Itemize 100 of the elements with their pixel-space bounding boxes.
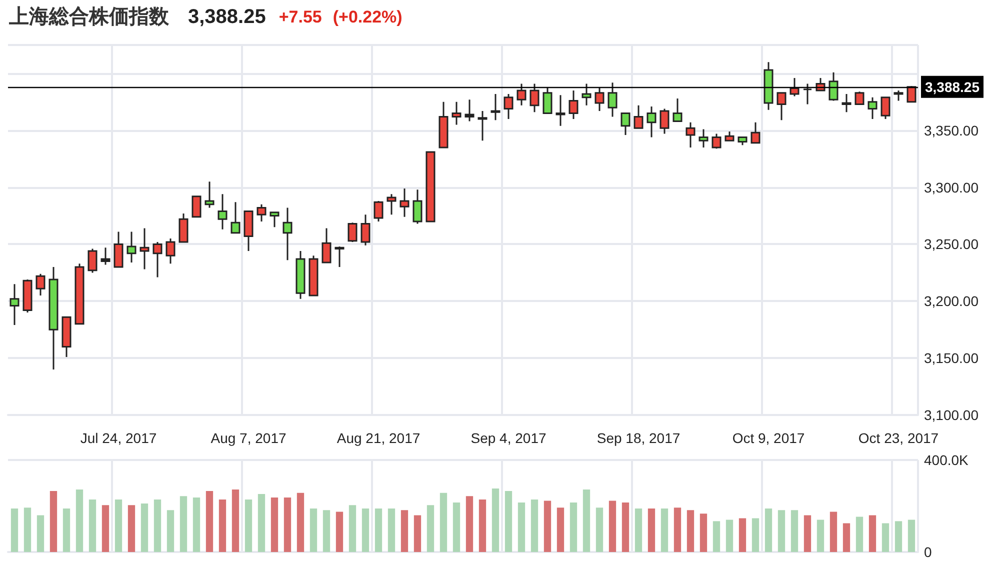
- bar: [660, 508, 668, 552]
- bar: [76, 489, 84, 552]
- bar: [192, 497, 200, 552]
- bar: [258, 494, 266, 552]
- bar: [206, 491, 214, 552]
- bar: [842, 523, 850, 552]
- candlestick: [244, 210, 254, 252]
- bar: [752, 518, 760, 552]
- bar: [894, 521, 902, 552]
- bar: [88, 500, 96, 552]
- bar: [362, 508, 370, 552]
- candlestick: [22, 278, 32, 314]
- chart-title: 上海総合株価指数: [8, 6, 170, 28]
- candlestick: [166, 238, 176, 264]
- bar: [440, 492, 448, 552]
- candlestick: [386, 193, 396, 216]
- candlestick: [724, 130, 734, 142]
- bar: [778, 510, 786, 552]
- bar: [154, 500, 162, 552]
- candlestick: [686, 122, 696, 148]
- candlestick: [360, 214, 370, 246]
- bar: [804, 515, 812, 552]
- candlestick: [738, 136, 748, 146]
- candlestick: [296, 250, 306, 300]
- candlestick: [504, 93, 514, 120]
- bar: [816, 520, 824, 552]
- bar: [452, 502, 460, 552]
- bar: [478, 500, 486, 552]
- candlestick: [620, 112, 630, 136]
- ref-line-label: 3,388.25: [925, 78, 980, 95]
- y-tick-label: 3,200.00: [924, 293, 979, 310]
- y-tick-label: 3,300.00: [924, 179, 979, 196]
- bar: [114, 500, 122, 552]
- bar: [648, 508, 656, 552]
- y-tick-label: 3,150.00: [924, 350, 979, 366]
- x-tick-label: Aug 21, 2017: [336, 430, 420, 446]
- bar: [296, 492, 304, 552]
- x-tick-label: Sep 4, 2017: [470, 430, 546, 446]
- bar: [608, 500, 616, 552]
- candlestick: [152, 241, 162, 278]
- candlestick: [516, 82, 526, 106]
- candlestick: [204, 180, 214, 209]
- candlestick: [906, 85, 916, 103]
- y-tick-label: 3,350.00: [924, 122, 979, 138]
- x-tick-label: Oct 23, 2017: [858, 430, 939, 446]
- candlestick: [712, 133, 722, 150]
- candlestick: [126, 230, 136, 264]
- candlestick: [828, 72, 838, 102]
- candlestick: [100, 246, 110, 266]
- candlestick: [776, 92, 786, 121]
- text: (+0.22%): [332, 8, 402, 26]
- candlestick: [270, 212, 280, 228]
- candlestick: [790, 77, 800, 97]
- y-tick-label: 3,100.00: [924, 407, 979, 423]
- candlestick: [218, 193, 228, 230]
- candlestick: [114, 230, 124, 268]
- candlestick: [582, 82, 592, 106]
- candlestick: [438, 101, 448, 148]
- bar: [414, 515, 422, 552]
- candlestick: [660, 108, 670, 135]
- candlestick: [698, 128, 708, 148]
- bar: [868, 515, 876, 552]
- bar: [218, 500, 226, 552]
- candlestick: [192, 196, 202, 218]
- candlestick: [750, 122, 760, 144]
- bar: [24, 508, 32, 552]
- candlestick: [282, 207, 292, 261]
- bar: [712, 521, 720, 552]
- candlestick: [568, 90, 578, 120]
- candlestick: [10, 283, 20, 326]
- bar: [270, 497, 278, 552]
- candlestick: [322, 228, 332, 264]
- bar: [738, 518, 746, 552]
- candlestick: [802, 82, 812, 105]
- candlestick: [374, 200, 384, 222]
- bar: [232, 489, 240, 552]
- candlestick: [478, 110, 488, 142]
- candlestick: [672, 98, 682, 122]
- bar: [140, 503, 148, 552]
- candlestick: [230, 201, 240, 234]
- candlestick: [88, 248, 98, 274]
- bar: [504, 491, 512, 552]
- chart-subtitle: 3,388.25: [188, 6, 266, 28]
- candlestick: [140, 228, 150, 270]
- bar: [466, 496, 474, 552]
- candlestick: [646, 106, 656, 138]
- candlestick: [400, 188, 410, 218]
- candlestick: [542, 86, 552, 114]
- bar: [556, 508, 564, 552]
- bar: [622, 502, 630, 552]
- candlestick: [334, 246, 344, 268]
- candlestick: [764, 61, 774, 111]
- candlestick: [452, 101, 462, 126]
- candlestick: [426, 151, 436, 222]
- bar: [102, 505, 110, 552]
- bar: [544, 500, 552, 552]
- bar: [700, 514, 708, 552]
- candlestick: [348, 222, 358, 243]
- bar: [36, 515, 44, 552]
- bar: [518, 502, 526, 552]
